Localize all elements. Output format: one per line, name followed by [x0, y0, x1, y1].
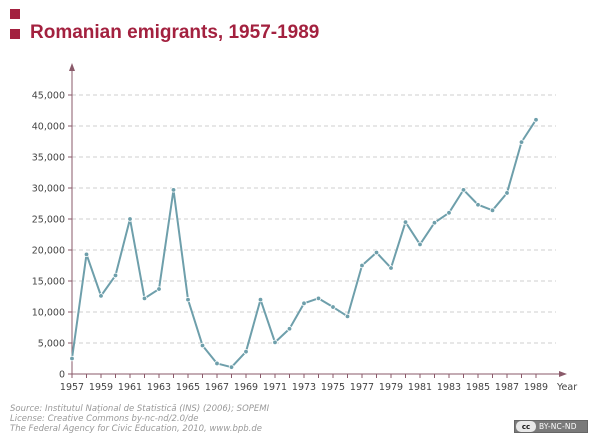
x-tick-label: 1959 — [89, 382, 113, 393]
y-tick-label: 25,000 — [32, 215, 65, 226]
data-point[interactable] — [69, 355, 75, 362]
x-tick-label: 1975 — [321, 382, 345, 393]
x-tick-label: 1963 — [147, 382, 171, 393]
data-point[interactable] — [272, 339, 278, 346]
y-tick-label: 30,000 — [32, 184, 65, 195]
data-point[interactable] — [141, 295, 148, 302]
x-tick-label: 1971 — [263, 382, 287, 393]
data-point[interactable] — [112, 272, 119, 279]
data-point[interactable] — [388, 265, 394, 271]
x-tick-labels: 1957 1959 1961 1963 1965 1967 1969 1971 1973 1975… — [60, 374, 548, 393]
x-tick-label: 1965 — [176, 382, 200, 393]
y-tick-label: 35,000 — [32, 153, 65, 164]
x-tick-label: 1973 — [292, 382, 316, 393]
data-point[interactable] — [301, 300, 307, 307]
x-tick-label: 1989 — [524, 382, 548, 393]
data-point[interactable] — [533, 117, 539, 123]
x-tick-label: 1981 — [408, 382, 432, 393]
title-bullet-square — [10, 29, 20, 39]
data-point[interactable] — [286, 326, 293, 332]
x-tick-label: 1985 — [466, 382, 490, 393]
data-point[interactable] — [228, 364, 235, 370]
data-point[interactable] — [127, 216, 133, 222]
gridlines — [72, 94, 556, 344]
creative-commons-icon: cc — [516, 421, 536, 432]
data-point[interactable] — [315, 295, 322, 302]
x-axis-label: Year — [556, 382, 577, 393]
y-tick-labels: 0 5,000 10,000 15,000 20,000 25,000 30,000 35,0… — [32, 91, 72, 381]
x-tick-label: 1957 — [60, 382, 84, 393]
x-tick-label: 1979 — [379, 382, 403, 393]
y-tick-label: 0 — [59, 370, 65, 381]
data-point[interactable] — [359, 262, 365, 269]
data-point[interactable] — [431, 220, 438, 226]
x-tick-label: 1983 — [437, 382, 461, 393]
data-point[interactable] — [330, 304, 336, 310]
data-point[interactable] — [199, 342, 206, 349]
data-point[interactable] — [504, 190, 510, 196]
x-tick-label: 1987 — [495, 382, 519, 393]
data-point[interactable] — [402, 219, 409, 225]
chart-title: Romanian emigrants, 1957-1989 — [30, 22, 320, 43]
data-point[interactable] — [185, 296, 191, 303]
data-point[interactable] — [475, 202, 481, 208]
y-tick-label: 20,000 — [32, 246, 65, 257]
data-point[interactable] — [344, 313, 351, 320]
data-point[interactable] — [98, 293, 104, 299]
source-line: Source: Institutul Național de Statistic… — [10, 404, 270, 414]
source-note: Source: Institutul Național de Statistic… — [10, 404, 269, 434]
publisher-line: The Federal Agency for Civic Education, … — [10, 424, 262, 434]
axes — [69, 63, 567, 377]
y-axis-arrow — [69, 63, 75, 71]
data-point[interactable] — [518, 139, 525, 145]
title-bullet-square-top — [10, 9, 20, 19]
data-point[interactable] — [373, 249, 380, 256]
data-point[interactable] — [170, 187, 177, 193]
data-point[interactable] — [489, 207, 496, 214]
y-tick-label: 15,000 — [32, 277, 65, 288]
x-tick-label: 1967 — [205, 382, 229, 393]
data-point[interactable] — [257, 296, 264, 303]
y-tick-label: 5,000 — [38, 339, 65, 350]
x-tick-label: 1969 — [234, 382, 258, 393]
license-badge-text: BY-NC-ND — [539, 422, 577, 431]
x-tick-label: 1977 — [350, 382, 374, 393]
x-tick-label: 1961 — [118, 382, 142, 393]
y-tick-label: 45,000 — [32, 91, 65, 102]
series-group — [69, 117, 539, 370]
data-point[interactable] — [446, 210, 452, 216]
y-tick-label: 40,000 — [32, 122, 65, 133]
license-line: License: Creative Commons by-nc-nd/2.0/d… — [10, 414, 199, 424]
data-point[interactable] — [83, 251, 90, 258]
data-point[interactable] — [243, 348, 249, 355]
data-point[interactable] — [417, 241, 423, 248]
data-point[interactable] — [156, 286, 162, 292]
cc-license-badge[interactable]: cc BY-NC-ND — [514, 420, 588, 433]
data-point[interactable] — [460, 187, 467, 193]
data-point[interactable] — [214, 360, 220, 367]
y-tick-label: 10,000 — [32, 308, 65, 319]
x-axis-arrow — [559, 371, 567, 377]
